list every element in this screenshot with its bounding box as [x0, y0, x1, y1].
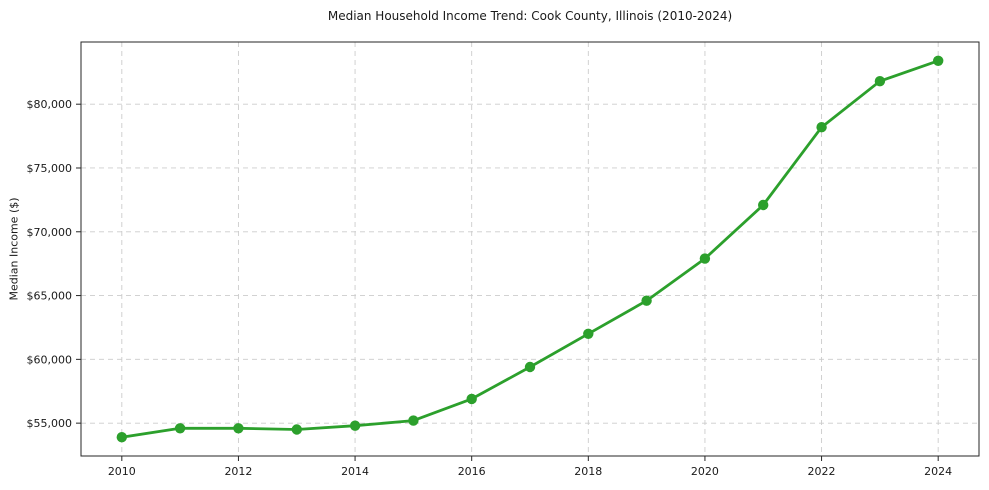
data-point-2015 [408, 415, 419, 426]
y-tick-label: $60,000 [27, 353, 73, 366]
income-trend-line [120, 59, 940, 439]
data-point-2019 [641, 295, 652, 306]
x-tick-label: 2014 [341, 465, 369, 478]
data-point-2018 [583, 328, 594, 339]
chart-title: Median Household Income Trend: Cook Coun… [327, 9, 733, 23]
data-point-2014 [349, 420, 361, 431]
data-point-2010 [116, 432, 128, 443]
data-point-2017 [524, 361, 536, 373]
y-tick-label: $80,000 [27, 98, 73, 111]
x-tick-label: 2020 [691, 465, 719, 478]
y-tick-label: $55,000 [27, 417, 73, 430]
data-point-2012 [233, 423, 244, 434]
x-tick-label: 2024 [924, 465, 952, 478]
x-tick-label: 2010 [108, 465, 136, 478]
data-point-2023 [874, 76, 886, 87]
x-tick-label: 2012 [224, 465, 252, 478]
x-tick-label: 2018 [574, 465, 602, 478]
data-point-2022 [816, 122, 827, 133]
y-tick-label: $70,000 [27, 226, 73, 239]
x-tick-label: 2016 [458, 465, 486, 478]
plot-border [80, 41, 980, 457]
y-tick-label: $65,000 [27, 290, 73, 303]
data-point-2013 [291, 424, 302, 435]
x-tick-label: 2022 [808, 465, 836, 478]
data-point-2024 [933, 55, 944, 66]
data-point-2021 [758, 199, 769, 211]
y-tick-label: $75,000 [27, 162, 73, 175]
data-point-2016 [466, 393, 477, 405]
data-point-2020 [699, 253, 711, 264]
data-point-2011 [174, 423, 186, 434]
